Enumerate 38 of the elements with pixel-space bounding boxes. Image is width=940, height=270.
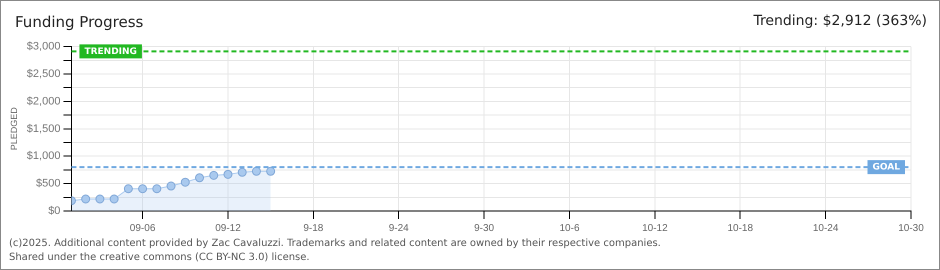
ref-line-label: GOAL (872, 162, 900, 173)
text: Trending: $2,912 (363%) (753, 13, 927, 29)
x-tick-label: 10-30 (898, 222, 924, 234)
text: (c)2025. Additional content provided by Zac Cavaluzzi. Trademarks and related content are owned by their respective companies. (9, 237, 661, 251)
point (81, 194, 90, 204)
chart-title: Funding Progress (15, 13, 144, 31)
point (209, 170, 218, 180)
x-tick-label: 10-24 (812, 222, 839, 234)
x-tick-label: 9-18 (303, 222, 324, 234)
point (95, 194, 104, 204)
point (238, 168, 247, 177)
point (166, 182, 176, 191)
point (266, 166, 276, 176)
y-tick-label: $0 (48, 205, 60, 218)
y-tick-label: $3,000 (26, 40, 60, 53)
y-tick-label: $1,000 (26, 150, 60, 162)
text: Shared under the creative commons (CC BY-NC 3.0) license. (9, 251, 311, 265)
y-tick-label: $1,500 (26, 122, 60, 135)
point (180, 178, 190, 187)
x-tick-label: 10-6 (559, 222, 580, 234)
point (110, 194, 119, 204)
point (223, 170, 232, 179)
point (124, 184, 133, 194)
ref-line-label: TRENDING (84, 46, 137, 57)
y-axis-title: PLEDGED (8, 106, 19, 150)
y-tick-label: $2,500 (26, 68, 60, 80)
x-tick-label: 09-06 (130, 222, 156, 234)
point (138, 184, 148, 194)
x-tick-label: 10-12 (642, 222, 668, 234)
y-tick-label: $500 (36, 178, 60, 190)
x-tick-label: 9-24 (388, 222, 410, 234)
point (195, 173, 204, 182)
x-tick-label: 9-30 (474, 222, 495, 234)
x-tick-label: 09-12 (215, 222, 242, 234)
point (252, 166, 261, 176)
y-tick-label: $2,000 (26, 95, 60, 108)
point (152, 184, 162, 194)
x-tick-label: 10-18 (727, 222, 754, 234)
